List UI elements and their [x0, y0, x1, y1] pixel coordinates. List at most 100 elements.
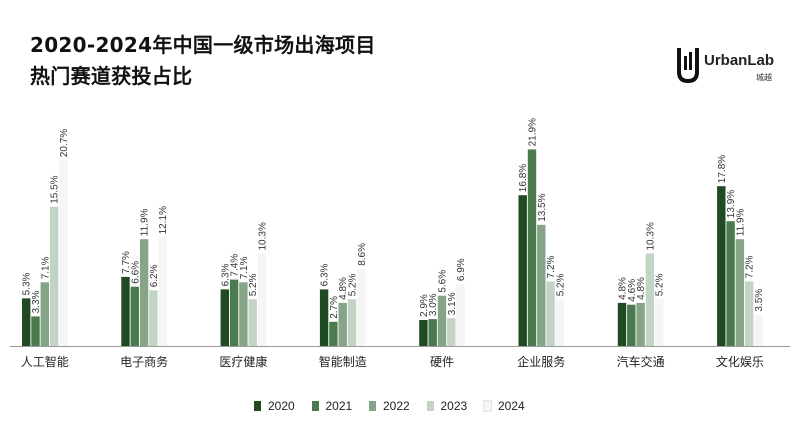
category-label: 电子商务 — [120, 354, 168, 369]
logo-name: UrbanLab — [704, 52, 775, 69]
value-label: 5.2% — [555, 273, 566, 296]
bar-2020-7 — [717, 186, 726, 346]
value-label: 3.0% — [428, 293, 439, 316]
bar-2021-5 — [527, 149, 537, 346]
bar-2023-7 — [745, 281, 754, 346]
bars-layer — [22, 149, 763, 346]
value-label: 13.9% — [726, 190, 737, 218]
legend-label: 2023 — [440, 399, 468, 413]
bar-2021-0 — [31, 316, 40, 346]
value-label: 2.9% — [419, 294, 430, 317]
value-label: 6.9% — [456, 258, 467, 281]
urbanlab-logo-icon — [677, 48, 699, 84]
chart-title-line2: 热门赛道获投占比 — [30, 64, 193, 88]
value-label: 7.4% — [230, 254, 241, 277]
value-label: 7.1% — [40, 256, 51, 279]
legend-item-2024: 2024 — [483, 396, 525, 416]
category-label: 智能制造 — [319, 354, 367, 369]
value-label: 4.6% — [627, 279, 638, 302]
value-label: 6.6% — [130, 261, 141, 284]
bar-2021-3 — [329, 321, 338, 346]
bar-2022-2 — [239, 282, 248, 346]
category-label: 医疗健康 — [219, 354, 267, 369]
legend-label: 2020 — [268, 399, 295, 413]
value-label: 3.1% — [447, 292, 458, 315]
legend-item-2022: 2022 — [369, 396, 410, 416]
bar-2023-2 — [248, 299, 257, 346]
bar-2024-4 — [456, 284, 465, 346]
category-label: 硬件 — [430, 355, 454, 369]
value-label: 6.3% — [320, 263, 331, 286]
legend-label: 2024 — [498, 399, 525, 413]
bar-2024-7 — [754, 314, 763, 346]
bar-2023-0 — [49, 206, 59, 346]
bar-2020-3 — [319, 289, 329, 346]
bar-2023-6 — [645, 253, 655, 346]
bar-2020-0 — [22, 298, 31, 346]
value-label: 5.2% — [248, 273, 259, 296]
bar-2021-2 — [229, 279, 239, 346]
legend-item-2023: 2023 — [426, 396, 468, 416]
bar-2021-1 — [130, 286, 139, 346]
value-label: 8.6% — [357, 243, 368, 266]
value-label: 10.3% — [645, 222, 656, 250]
value-label: 15.5% — [50, 175, 61, 203]
value-label: 5.6% — [438, 270, 449, 293]
value-label: 3.5% — [754, 289, 765, 312]
bar-2023-1 — [149, 290, 158, 346]
bar-2022-1 — [139, 239, 149, 346]
bar-2024-5 — [555, 299, 565, 346]
bar-2021-7 — [726, 221, 735, 346]
value-label: 5.2% — [348, 273, 359, 296]
value-label: 7.2% — [546, 255, 557, 278]
bar-2020-4 — [419, 320, 428, 346]
value-label: 7.2% — [745, 255, 756, 278]
value-label: 17.8% — [717, 155, 728, 183]
value-label: 2.7% — [329, 296, 340, 319]
value-label: 4.8% — [618, 277, 629, 300]
value-label: 7.1% — [239, 256, 250, 279]
bar-2023-4 — [447, 318, 456, 346]
bar-2020-1 — [121, 276, 130, 346]
legend: 2020 2021 2022 2023 2024 — [0, 396, 800, 416]
value-label: 7.7% — [121, 251, 132, 274]
value-labels-layer: 5.3%3.3% 7.1% 15.5% 20.7% 7.7%6.6% 11.9% 6.2% 1… — [22, 118, 765, 319]
legend-label: 2021 — [325, 399, 353, 413]
bar-2023-5 — [546, 281, 555, 346]
legend-swatch — [369, 401, 376, 411]
bar-2024-3 — [357, 268, 366, 346]
bar-2020-2 — [220, 289, 229, 346]
legend-swatch — [426, 401, 434, 411]
legend-swatch — [254, 401, 261, 411]
category-label: 汽车交通 — [617, 354, 665, 369]
legend-swatch — [311, 401, 319, 411]
bar-2024-2 — [257, 253, 267, 346]
value-label: 5.2% — [655, 273, 666, 296]
value-label: 11.9% — [735, 208, 746, 236]
bar-2022-0 — [40, 282, 49, 346]
legend-item-2021: 2021 — [311, 396, 353, 416]
logo-sub: 城越 — [756, 73, 772, 82]
value-label: 5.3% — [22, 272, 33, 295]
value-label: 12.1% — [158, 206, 169, 234]
bar-2024-6 — [655, 299, 664, 346]
urbanlab-logo: UrbanLab 城越 — [676, 44, 786, 88]
bar-2020-6 — [617, 302, 627, 346]
category-label: 人工智能 — [21, 354, 69, 369]
legend-label: 2022 — [383, 399, 410, 413]
bar-2020-5 — [518, 195, 527, 346]
bar-2022-6 — [636, 302, 645, 346]
value-label: 11.9% — [140, 208, 151, 236]
value-label: 3.3% — [31, 290, 42, 313]
value-label: 21.9% — [528, 118, 539, 146]
chart-title: 2020-2024年中国一级市场出海项目 热门赛道获投占比 — [30, 30, 376, 92]
value-label: 16.8% — [518, 164, 529, 192]
value-label: 6.3% — [220, 263, 231, 286]
value-label: 4.8% — [636, 277, 647, 300]
bar-2023-3 — [347, 299, 357, 346]
bar-2021-4 — [428, 319, 437, 346]
legend-item-2020: 2020 — [254, 396, 295, 416]
value-label: 20.7% — [59, 129, 70, 157]
value-label: 13.5% — [537, 193, 548, 221]
